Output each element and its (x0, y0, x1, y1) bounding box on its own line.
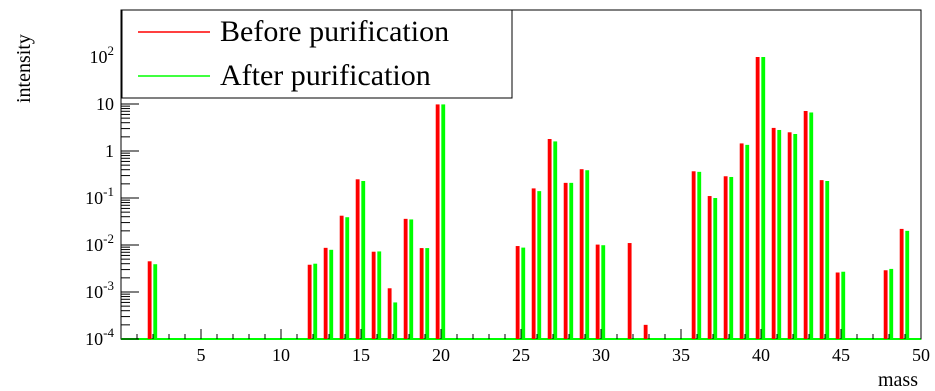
y-axis-label: intensity (13, 34, 35, 103)
bar-after-16 (377, 251, 382, 339)
bar-after-27 (553, 141, 558, 339)
bar-after-37 (713, 198, 718, 339)
x-tick-label: 10 (272, 345, 290, 365)
y-tick-label: 10-1 (85, 184, 114, 208)
bar-after-26 (537, 191, 542, 339)
x-tick-label: 50 (912, 345, 930, 365)
bar-before-18 (403, 218, 408, 339)
bar-after-2 (153, 264, 158, 339)
bar-after-42 (793, 134, 798, 339)
bar-after-25 (521, 247, 526, 339)
bar-after-45 (841, 271, 846, 339)
bar-before-26 (531, 188, 536, 339)
bar-before-42 (787, 132, 792, 339)
bar-before-30 (595, 244, 600, 339)
bar-after-36 (697, 171, 702, 339)
y-tick-label: 10-3 (85, 278, 114, 302)
x-tick-label: 25 (512, 345, 530, 365)
bar-after-12 (313, 263, 318, 339)
bar-after-40 (761, 57, 766, 339)
legend: Before purification After purification (121, 9, 513, 99)
bar-before-44 (819, 180, 824, 339)
bar-before-41 (771, 127, 776, 339)
x-tick-label: 20 (432, 345, 450, 365)
legend-box (121, 9, 513, 99)
x-tick-label: 15 (352, 345, 370, 365)
x-tick-label: 5 (197, 345, 206, 365)
bar-after-19 (425, 248, 430, 339)
bar-before-32 (627, 243, 632, 339)
bar-after-44 (825, 181, 830, 339)
bar-after-13 (329, 249, 334, 339)
legend-label-after: After purification (220, 59, 431, 92)
bar-before-33 (643, 324, 648, 339)
bar-before-28 (563, 182, 568, 339)
bar-before-39 (739, 143, 744, 339)
bar-after-29 (585, 170, 590, 339)
bar-before-27 (547, 139, 552, 339)
bar-after-28 (569, 182, 574, 339)
bar-before-2 (147, 261, 152, 339)
axes: 5 10 15 20 25 30 35 40 45 50 10-4 10-3 10-2 10-1 1 10 10… (85, 11, 930, 365)
bar-before-17 (387, 288, 392, 339)
bar-before-14 (339, 215, 344, 339)
bar-before-12 (307, 264, 312, 339)
bar-after-48 (889, 268, 894, 339)
y-tick-label: 10 (96, 94, 114, 114)
bar-before-19 (419, 248, 424, 339)
bar-before-48 (883, 270, 888, 339)
x-axis-label: mass (878, 369, 918, 391)
bar-before-40 (755, 57, 760, 339)
bar-after-49 (905, 230, 910, 339)
y-tick-label: 102 (90, 43, 115, 67)
bar-after-14 (345, 217, 350, 339)
bar-after-17 (393, 302, 398, 339)
bar-before-16 (371, 251, 376, 339)
bar-after-18 (409, 219, 414, 339)
bar-layer (121, 57, 921, 340)
bar-after-30 (601, 245, 606, 339)
bar-before-15 (355, 179, 360, 339)
x-tick-label: 35 (672, 345, 690, 365)
y-tick-label: 10-2 (85, 231, 114, 255)
bar-after-38 (729, 176, 734, 339)
bar-before-20 (435, 104, 440, 339)
x-tick-label: 45 (832, 345, 850, 365)
legend-label-before: Before purification (220, 15, 449, 48)
bar-before-13 (323, 247, 328, 339)
bar-after-20 (441, 104, 446, 339)
y-tick-label: 10-4 (85, 325, 114, 349)
bar-after-39 (745, 144, 750, 339)
bar-after-15 (361, 181, 366, 339)
y-tick-label: 1 (105, 141, 114, 161)
bar-after-41 (777, 129, 782, 339)
bar-before-43 (803, 110, 808, 340)
bar-before-25 (515, 246, 520, 339)
bar-before-45 (835, 272, 840, 339)
bar-before-49 (899, 228, 904, 339)
x-tick-label: 30 (592, 345, 610, 365)
bar-before-36 (691, 171, 696, 339)
bar-after-43 (809, 112, 814, 339)
x-tick-label: 40 (752, 345, 770, 365)
bar-before-29 (579, 169, 584, 339)
bar-before-37 (707, 196, 712, 339)
bar-before-38 (723, 176, 728, 339)
